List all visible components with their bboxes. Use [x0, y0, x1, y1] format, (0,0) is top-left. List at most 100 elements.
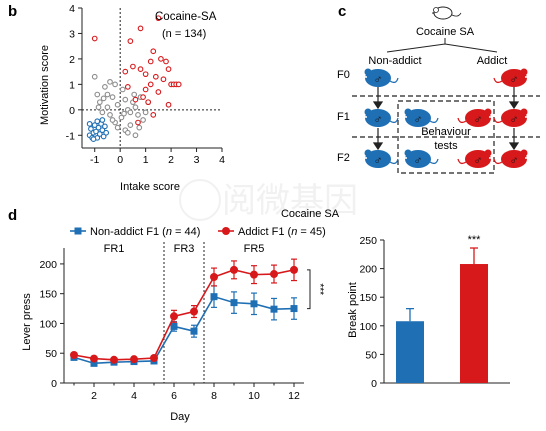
- mouse-icons: ♂ ♂ ♂ ♂ ♂ ♂ ♂ ♂ ♂ ♂: [364, 68, 528, 168]
- male-symbol: ♂: [374, 153, 383, 167]
- line-chart-title: Cocaine SA: [281, 208, 340, 220]
- bar-y-tick-label: 0: [371, 378, 377, 390]
- group-label-nonaddict: Non-addict: [368, 55, 421, 67]
- group-label-addict: Addict: [477, 55, 508, 67]
- line-ylabel: Lever press: [21, 293, 33, 351]
- scatter-x-tick-label: 3: [194, 154, 200, 166]
- mouse-tail: [493, 117, 503, 124]
- scatter-point-intermediate: [104, 104, 111, 111]
- scatter-point-intermediate: [112, 81, 118, 88]
- behaviour-label: Behaviour: [421, 126, 471, 138]
- scatter-title: Cocaine-SA: [155, 11, 217, 23]
- mouse-tail: [389, 158, 399, 165]
- male-symbol: ♂: [414, 153, 423, 167]
- scatter-point-intermediate: [107, 112, 113, 118]
- scatter-point-intermediate: [102, 84, 108, 90]
- mouse-icon: ♂: [364, 68, 399, 87]
- bar-y-tick-label: 50: [365, 349, 377, 361]
- scatter-subtitle: (n = 134): [162, 28, 206, 40]
- bar-ylabel: Break point: [347, 282, 359, 338]
- mouse-icon: ♂: [493, 149, 528, 168]
- male-symbol: ♂: [474, 112, 483, 126]
- mouse-icon: ♂: [493, 108, 528, 127]
- scatter-point-intermediate: [109, 117, 116, 123]
- scatter-y-tick-label: 4: [69, 3, 75, 15]
- scatter-point-addict: [145, 99, 152, 106]
- data-point-addict: [130, 355, 138, 364]
- scatter-point-non-addict: [99, 127, 106, 134]
- mouse-body: [465, 109, 491, 127]
- scatter-point-intermediate: [131, 91, 138, 98]
- mouse-ear: [364, 108, 372, 116]
- scatter-point-addict: [137, 66, 144, 72]
- scatter-point-addict: [130, 63, 136, 70]
- mouse-eye: [365, 76, 367, 78]
- mouse-tail: [457, 158, 467, 165]
- mouse-ear: [520, 68, 528, 76]
- phase-label-fr5: FR5: [244, 243, 265, 255]
- mouse-eye: [489, 116, 491, 118]
- mouse-eye: [525, 157, 527, 159]
- data-point-addict: [150, 353, 158, 362]
- data-point-nonaddict: [190, 327, 198, 335]
- scatter-point-non-addict: [94, 118, 101, 125]
- series-line-nonaddict: [73, 295, 295, 365]
- scatter-point-non-addict: [102, 123, 108, 130]
- mouse-ear: [364, 68, 372, 76]
- scatter-point-addict: [155, 89, 162, 95]
- line-x-tick-label: 8: [211, 390, 217, 402]
- mouse-body: [501, 150, 527, 168]
- scatter-point-non-addict: [88, 126, 94, 132]
- mouse-body: [501, 109, 527, 127]
- bar-axes: 0 50 100 150 200 250: [359, 235, 510, 390]
- scatter-point-addict: [155, 15, 162, 22]
- scatter-point-intermediate: [132, 104, 139, 111]
- scatter-point-intermediate: [127, 109, 134, 116]
- scatter-point-addict: [152, 73, 159, 80]
- scatter-point-intermediate: [104, 91, 111, 98]
- mouse-tail: [493, 77, 503, 84]
- legend-marker-addict: [222, 227, 230, 235]
- scatter-point-addict: [142, 71, 149, 78]
- scatter-point-non-addict: [95, 124, 102, 131]
- mouse-tail: [389, 117, 399, 124]
- phase-label-fr1: FR1: [104, 243, 125, 255]
- panel-label-d: d: [8, 207, 17, 224]
- data-point-addict: [90, 354, 98, 363]
- significance-bracket: [307, 269, 311, 310]
- scatter-plot: -1 0 1 2 3 4 -1 0 1 2 3 4 Cocaine-SA (n = 134) Inta…: [39, 3, 225, 193]
- data-point-nonaddict: [210, 293, 218, 301]
- scatter-point-addict: [165, 66, 172, 72]
- legend-label-addict: Addict F1 (n = 45): [238, 226, 326, 238]
- break-point-bar-chart: 0 50 100 150 200 250 *** Break point: [347, 234, 510, 390]
- mouse-ear: [520, 108, 528, 116]
- scatter-point-non-addict: [90, 136, 97, 142]
- scatter-point-intermediate: [119, 86, 126, 93]
- scatter-point-addict: [137, 25, 144, 32]
- scatter-point-addict: [175, 81, 182, 88]
- line-y-tick-label: 100: [39, 318, 57, 330]
- panel-label-b: b: [8, 3, 17, 20]
- scatter-point-intermediate: [96, 99, 103, 106]
- scatter-ylabel: Motivation score: [39, 45, 51, 125]
- bar-addict: [460, 264, 488, 383]
- behaviour-tests-box: [397, 100, 495, 174]
- mouse-tail: [429, 117, 439, 124]
- breeding-diagram: Cocaine SA Non-addict Addict F0 F1 F2 Be…: [337, 6, 540, 174]
- mouse-body: [365, 109, 391, 127]
- generation-label-f1: F1: [337, 111, 350, 123]
- lever-press-line-chart: Non-addict F1 (n = 44) Addict F1 (n = 45)…: [21, 208, 340, 423]
- data-point-addict: [70, 351, 78, 360]
- data-point-nonaddict: [290, 305, 298, 313]
- scatter-point-addict: [132, 96, 139, 103]
- scatter-axes: -1 0 1 2 3 4 -1 0 1 2 3 4: [66, 3, 225, 166]
- scatter-point-intermediate: [132, 132, 139, 139]
- watermark-text: 阅微基因: [222, 182, 358, 220]
- line-y-tick-label: 150: [39, 289, 57, 301]
- tests-label: tests: [434, 140, 458, 152]
- male-symbol: ♂: [474, 153, 483, 167]
- series-line-addict: [73, 269, 295, 361]
- line-x-tick-label: 12: [288, 390, 300, 402]
- watermark: 阅微基因: [179, 179, 358, 221]
- mouse-body: [465, 150, 491, 168]
